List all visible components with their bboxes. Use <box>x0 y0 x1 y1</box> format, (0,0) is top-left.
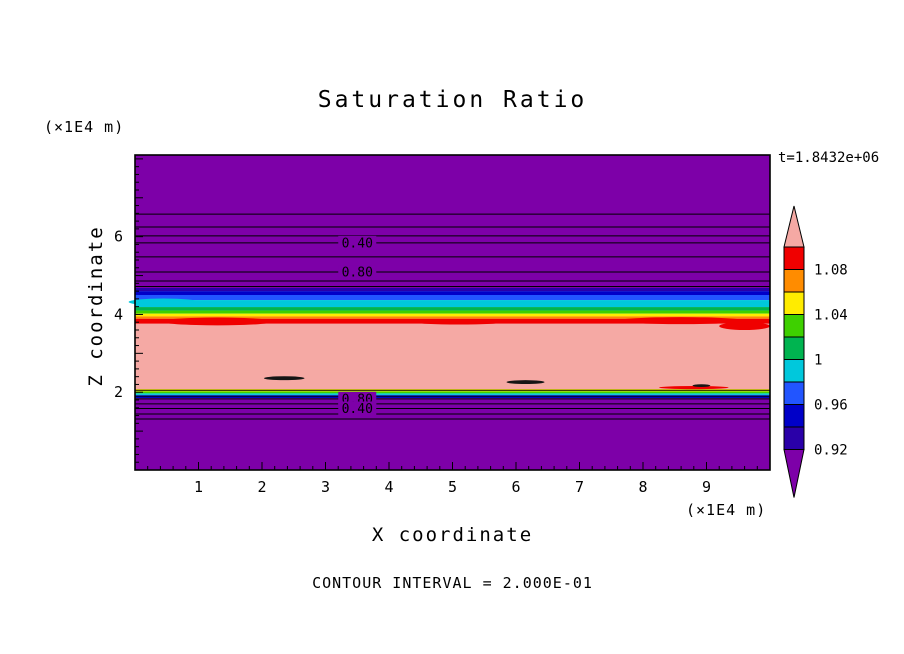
colorbar-label: 1.04 <box>814 308 848 324</box>
z-tick-label: 2 <box>114 383 123 401</box>
contour-wiggle-patch <box>617 317 745 325</box>
x-tick-label: 9 <box>702 478 711 496</box>
contour-blob <box>506 380 545 385</box>
colorbar-band-blue <box>783 381 805 405</box>
contour-wiggle-patch <box>160 317 275 326</box>
colorbar-top-tip <box>783 205 805 248</box>
band-pink <box>135 323 770 390</box>
x-tick-label: 2 <box>257 478 266 496</box>
x-tick-label: 3 <box>321 478 330 496</box>
x-tick-label: 1 <box>194 478 203 496</box>
x-axis-label: X coordinate <box>371 524 534 546</box>
x-tick-label: 6 <box>511 478 520 496</box>
band-green <box>135 310 770 314</box>
contour-wiggle-patch <box>719 322 770 330</box>
band-navy <box>135 396 770 399</box>
band-navy <box>135 291 770 295</box>
band-purple <box>135 155 770 288</box>
band-purple <box>135 398 770 470</box>
x-tick-label: 8 <box>638 478 647 496</box>
band-yellow <box>135 313 770 317</box>
colorbar-label: 0.96 <box>814 398 848 414</box>
x-tick-label: 5 <box>448 478 457 496</box>
contour-wiggle-patch <box>414 319 504 325</box>
contour-wiggle-patch <box>658 386 729 390</box>
band-orange <box>135 316 770 319</box>
colorbar-label: 1 <box>814 353 822 369</box>
x-axis-unit-label: (×1E4 m) <box>686 501 767 519</box>
band-cyan <box>135 393 770 395</box>
x-tick-label: 4 <box>384 478 393 496</box>
band-green <box>135 391 770 394</box>
z-axis-unit-label: (×1E4 m) <box>44 118 125 136</box>
contour-line-label: 0.40 <box>342 402 373 417</box>
contour-label-bg <box>338 265 377 280</box>
band-green2 <box>135 307 770 311</box>
colorbar-band-green <box>783 314 805 338</box>
contour-blob <box>263 376 305 381</box>
band-navy2 <box>135 288 770 292</box>
z-tick-label: 6 <box>114 228 123 246</box>
colorbar-band-orange <box>783 269 805 293</box>
x-tick-label: 7 <box>575 478 584 496</box>
colorbar-band-yellow <box>783 291 805 315</box>
contour-line-label: 0.40 <box>342 236 373 251</box>
colorbar-bottom-tip <box>783 449 805 498</box>
contour-interval-note: CONTOUR INTERVAL = 2.000E-01 <box>312 574 593 592</box>
contour-wiggle-patch <box>128 298 199 306</box>
colorbar-band-navy2 <box>783 426 805 450</box>
colorbar-band-green2 <box>783 336 805 360</box>
colorbar-label: 1.08 <box>814 263 848 279</box>
z-tick-label: 4 <box>114 305 123 323</box>
contour-label-bg <box>338 235 377 250</box>
colorbar-band-red <box>783 246 805 270</box>
colorbar-label: 0.92 <box>814 443 848 459</box>
band-cyan <box>135 300 770 308</box>
contour-line-label: 0.80 <box>342 266 373 281</box>
band-blue <box>135 295 770 301</box>
contour-label-bg <box>338 401 377 416</box>
colorbar-band-cyan <box>783 359 805 383</box>
contour-blob <box>692 384 711 387</box>
chart-title: Saturation Ratio <box>317 87 588 113</box>
time-annotation: t=1.8432e+06 <box>778 150 880 166</box>
colorbar-band-navy <box>783 404 805 428</box>
